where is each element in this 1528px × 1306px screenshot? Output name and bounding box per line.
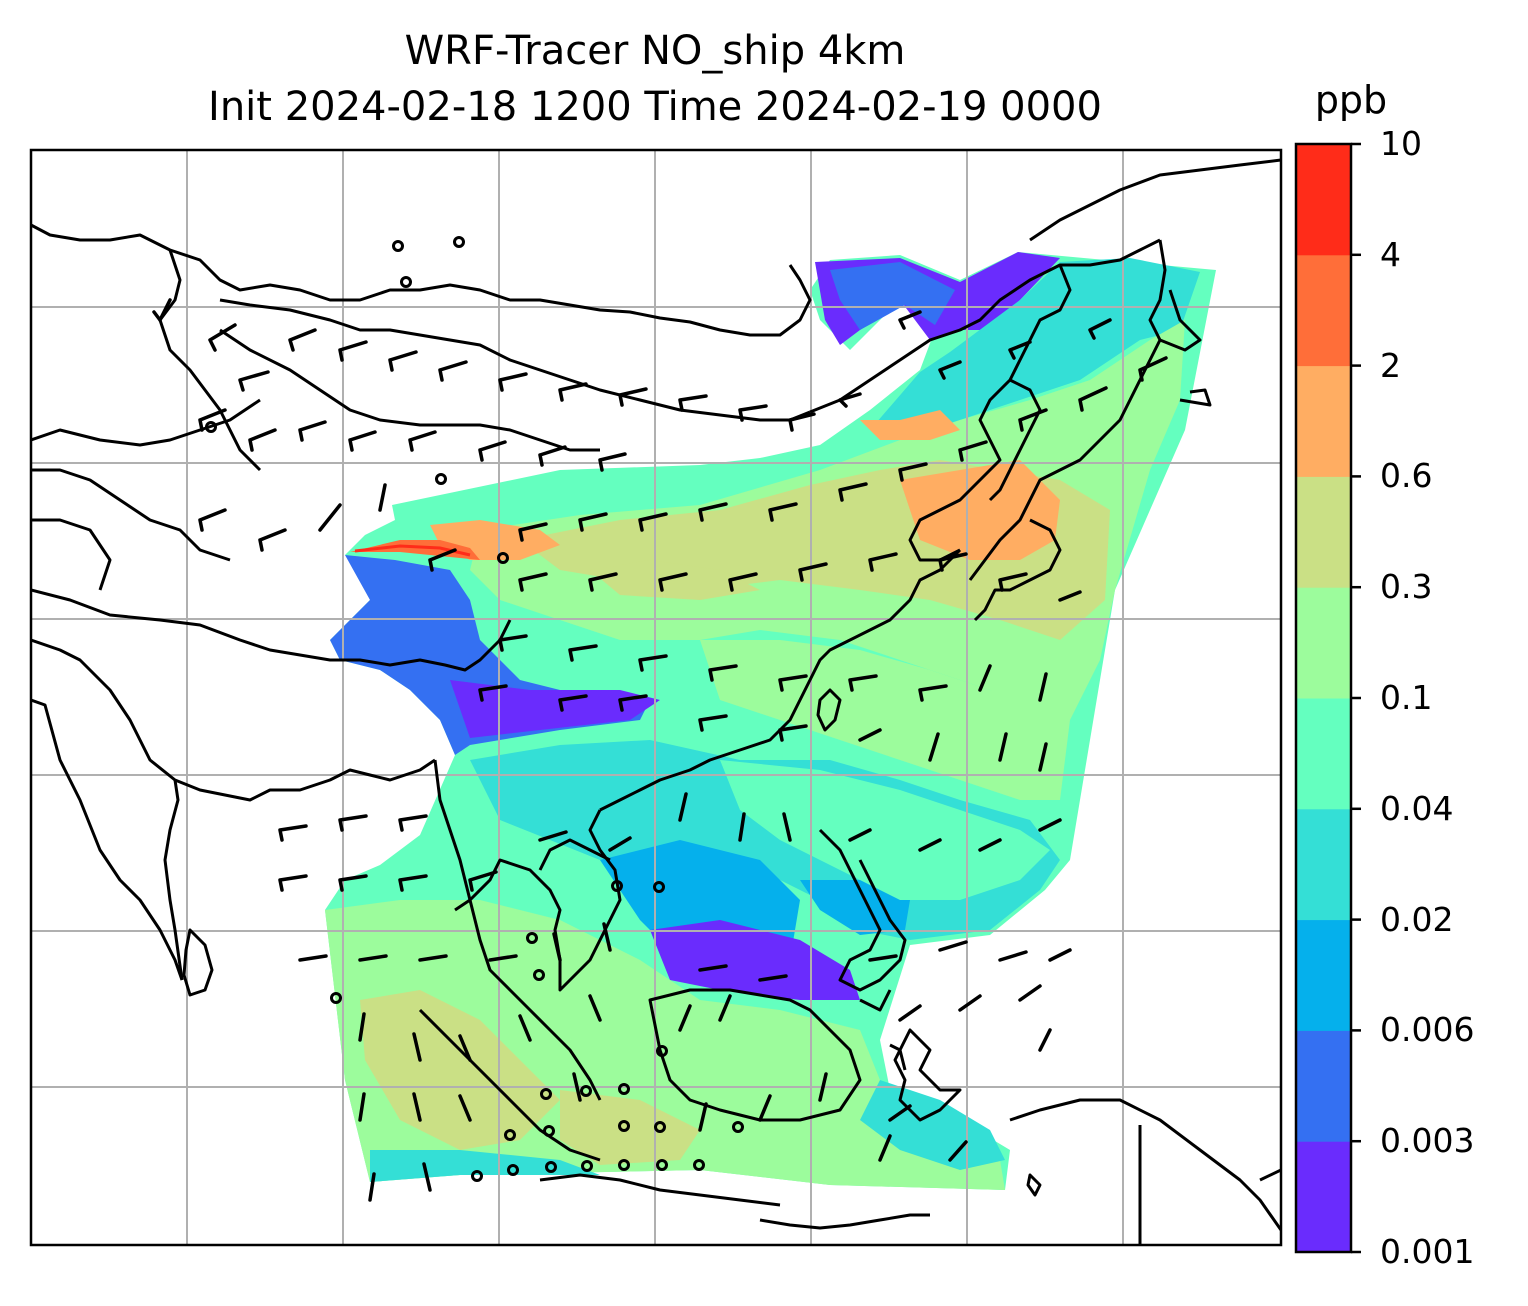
chart-title-line2: Init 2024-02-18 1200 Time 2024-02-19 000… (208, 84, 1102, 130)
colorbar-tick-label: 0.001 (1380, 1232, 1475, 1271)
colorbar-tick-label: 2 (1380, 345, 1401, 385)
colorbar-tick-label: 10 (1380, 124, 1422, 163)
colorbar-tick-label: 4 (1380, 234, 1401, 274)
chart-title-line1: WRF-Tracer NO_ship 4km (404, 28, 906, 74)
colorbar-tick-label: 0.04 (1380, 788, 1454, 828)
coastlines (31, 158, 1281, 1245)
colorbar-tick-label: 0.1 (1380, 678, 1433, 717)
calm-markers (205, 236, 744, 1182)
colorbar-tick-label: 0.02 (1380, 899, 1454, 939)
colorbar-segment (1296, 365, 1351, 477)
colorbar-segment (1296, 587, 1351, 699)
colorbar-segment (1296, 1141, 1351, 1253)
colorbar-tick-label: 0.003 (1380, 1121, 1475, 1161)
wind-barbs (152, 298, 1168, 1202)
colorbar-segment (1296, 919, 1351, 1031)
colorbar-segment (1296, 698, 1351, 810)
colorbar-segment (1296, 808, 1351, 921)
colorbar-tick-label: 0.3 (1380, 567, 1433, 607)
colorbar (1296, 142, 1361, 1254)
map-frame (29, 148, 1283, 1247)
colorbar-segment (1296, 254, 1351, 367)
colorbar-tick-label: 0.006 (1380, 1010, 1475, 1050)
colorbar-unit-label: ppb (1314, 78, 1388, 122)
colorbar-frame (1294, 142, 1353, 1254)
colorbar-segment (1296, 144, 1351, 256)
colorbar-segment (1296, 1030, 1351, 1142)
colorbar-segment (1296, 476, 1351, 588)
colorbar-tick-label: 0.6 (1380, 456, 1433, 496)
